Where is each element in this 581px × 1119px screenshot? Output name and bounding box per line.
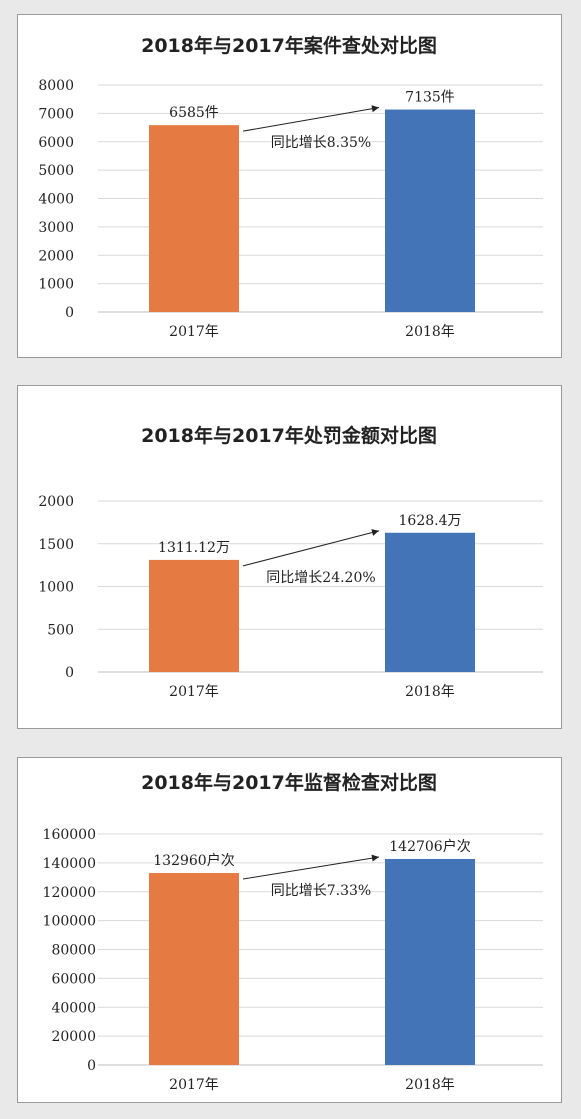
y-tick-label: 20000: [51, 1029, 96, 1045]
x-tick-label: 2018年: [405, 684, 455, 700]
growth-annotation: 同比增长8.35%: [271, 135, 371, 151]
x-tick-label: 2018年: [405, 1077, 455, 1093]
data-label: 7135件: [405, 90, 455, 106]
y-tick-label: 140000: [43, 856, 96, 872]
chart-title: 2018年与2017年监督检查对比图: [141, 771, 437, 794]
y-tick-label: 60000: [51, 971, 96, 987]
growth-arrow-line: [242, 107, 380, 132]
penalty-bar-chart: 2018年与2017年处罚金额对比图 0 500 1000 1500 2000 1311.…: [38, 424, 543, 700]
y-tick-label: 1500: [38, 537, 74, 553]
y-tick-label: 0: [65, 665, 74, 681]
x-tick-label: 2017年: [169, 684, 219, 700]
inspection-bar-chart: 2018年与2017年监督检查对比图 0 20000 40000 60000 80000…: [43, 771, 543, 1093]
x-tick-label: 2017年: [169, 1077, 219, 1093]
y-tick-label: 0: [87, 1058, 96, 1074]
chart-title: 2018年与2017年案件查处对比图: [141, 34, 437, 57]
y-tick-label: 1000: [38, 580, 74, 596]
case-chart-panel: 2018年与2017年案件查处对比图 0 1000 2000 3000 4000 5000…: [17, 14, 562, 358]
growth-annotation: 同比增长7.33%: [271, 883, 371, 899]
y-tick-label: 3000: [38, 220, 74, 236]
growth-arrow-head: [371, 529, 379, 536]
data-label: 132960户次: [153, 852, 234, 869]
bar-2017年: [149, 125, 239, 312]
penalty-chart-panel: 2018年与2017年处罚金额对比图 0 500 1000 1500 2000 1311.…: [17, 385, 562, 729]
growth-arrow-head: [371, 854, 379, 862]
y-tick-label: 160000: [43, 827, 96, 843]
growth-arrow-line: [242, 856, 380, 880]
chart-title: 2018年与2017年处罚金额对比图: [141, 424, 437, 447]
data-label: 1311.12万: [158, 540, 230, 556]
bar-2018年: [385, 109, 475, 312]
y-tick-label: 80000: [51, 943, 96, 959]
bar-2018年: [385, 532, 475, 672]
growth-arrow-line: [242, 530, 380, 567]
case-bar-chart: 2018年与2017年案件查处对比图 0 1000 2000 3000 4000 5000…: [38, 34, 543, 340]
inspection-chart-panel: 2018年与2017年监督检查对比图 0 20000 40000 60000 80000…: [17, 757, 562, 1103]
y-tick-label: 2000: [38, 494, 74, 510]
data-label: 1628.4万: [399, 513, 462, 529]
x-tick-label: 2017年: [169, 324, 219, 340]
y-tick-label: 0: [65, 305, 74, 321]
y-tick-label: 6000: [38, 135, 74, 151]
y-tick-label: 120000: [43, 885, 96, 901]
y-tick-label: 5000: [38, 163, 74, 179]
growth-annotation: 同比增长24.20%: [266, 570, 375, 586]
y-tick-label: 500: [47, 622, 74, 638]
y-tick-label: 1000: [38, 277, 74, 293]
y-tick-label: 8000: [38, 78, 74, 94]
data-label: 6585件: [169, 105, 219, 121]
data-label: 142706户次: [389, 838, 470, 855]
growth-arrow-head: [371, 105, 379, 113]
y-tick-label: 40000: [51, 1000, 96, 1016]
bar-2017年: [149, 873, 239, 1065]
y-tick-label: 7000: [38, 106, 74, 122]
y-tick-label: 2000: [38, 248, 74, 264]
y-tick-label: 4000: [38, 192, 74, 208]
bar-2018年: [385, 858, 475, 1065]
x-tick-label: 2018年: [405, 324, 455, 340]
bar-2017年: [149, 559, 239, 672]
y-tick-label: 100000: [43, 914, 96, 930]
